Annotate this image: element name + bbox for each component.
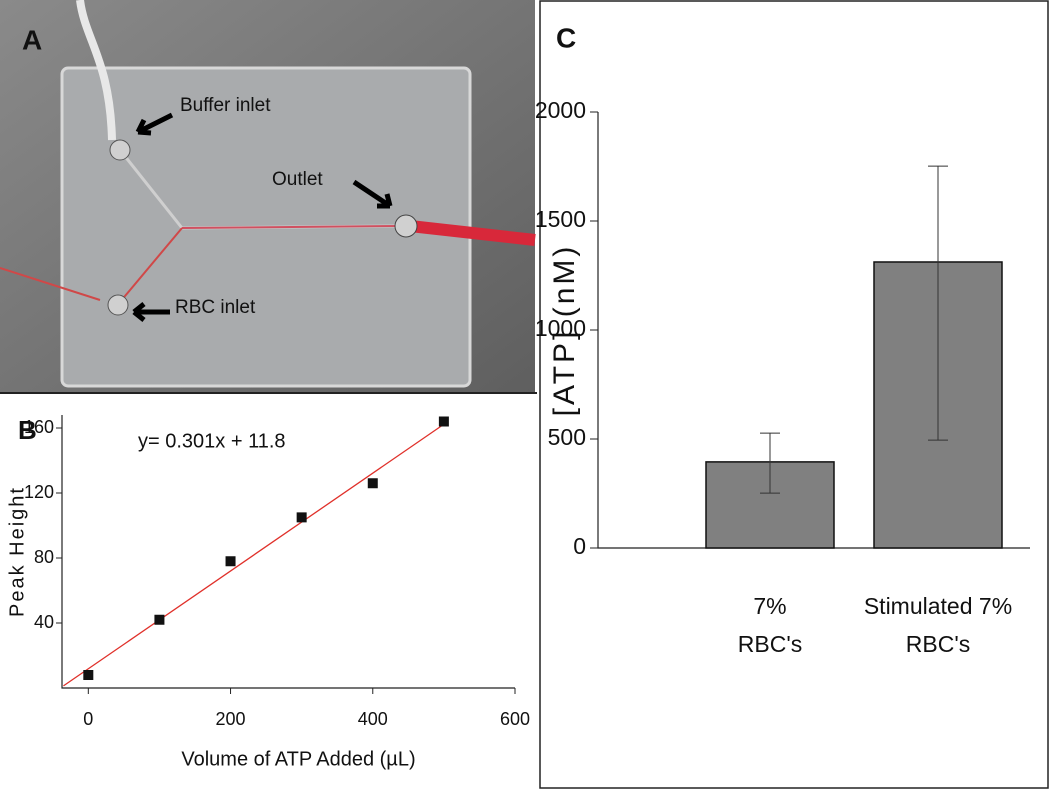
x-tick-label: 200: [216, 709, 246, 729]
annotation: RBC inlet: [175, 297, 256, 318]
panel-label: C: [556, 22, 576, 53]
arrow: [352, 179, 393, 209]
y-tick-label: 160: [24, 417, 54, 437]
x-tick-label: 600: [500, 709, 530, 729]
error-bar: [928, 165, 948, 441]
panel-label: A: [22, 24, 42, 55]
port: [394, 214, 418, 238]
point: [438, 416, 449, 427]
annotation: Outlet: [272, 169, 323, 190]
y-tick-label: 500: [548, 424, 586, 450]
point: [83, 670, 94, 680]
annotation: Buffer inlet: [180, 95, 271, 116]
x-tick-label: RBC's: [906, 631, 970, 657]
axis-frame: [61, 415, 515, 689]
point: [367, 478, 378, 489]
error-bar: [760, 432, 780, 494]
annotation: y= 0.301x + 11.8: [138, 430, 286, 452]
y-tick-label: 120: [24, 482, 54, 502]
y-axis-label: [ATP] (nM): [548, 244, 581, 417]
x-tick-label: Stimulated 7%: [864, 593, 1012, 619]
charts: B 0 200 400 600 40 80 120 160 y= 0.301x + 11.8 Vol…: [6, 22, 1030, 770]
panel-label: B: [18, 415, 37, 445]
y-axis-label: Peak Height: [6, 486, 28, 617]
port: [109, 139, 131, 161]
point: [296, 512, 307, 523]
port: [107, 294, 129, 316]
outlet-tube: [409, 220, 536, 246]
x-tick-label: 0: [83, 709, 93, 729]
point: [225, 556, 236, 567]
x-tick-label: RBC's: [738, 631, 802, 657]
x-axis-label: Volume of ATP Added (µL): [181, 748, 415, 770]
x-tick-label: 400: [358, 709, 388, 729]
x-tick-label: 7%: [753, 593, 786, 619]
photo-panel: A Buffer inlet Outlet RBC inlet: [0, 0, 536, 392]
tube: [76, 0, 116, 141]
fit-line: [63, 423, 445, 687]
y-tick-label: 2000: [535, 97, 586, 123]
arrow: [135, 112, 174, 136]
arrow: [132, 302, 170, 322]
panel-frame: [539, 0, 1049, 789]
y-tick-label: 0: [573, 533, 586, 559]
y-tick-label: 1000: [535, 315, 586, 341]
channel-red: [0, 227, 183, 303]
y-tick-label: 40: [34, 612, 54, 632]
y-tick-label: 80: [34, 547, 54, 567]
point: [154, 614, 165, 625]
channel-red: [181, 225, 401, 229]
y-tick-label: 1500: [535, 206, 586, 232]
